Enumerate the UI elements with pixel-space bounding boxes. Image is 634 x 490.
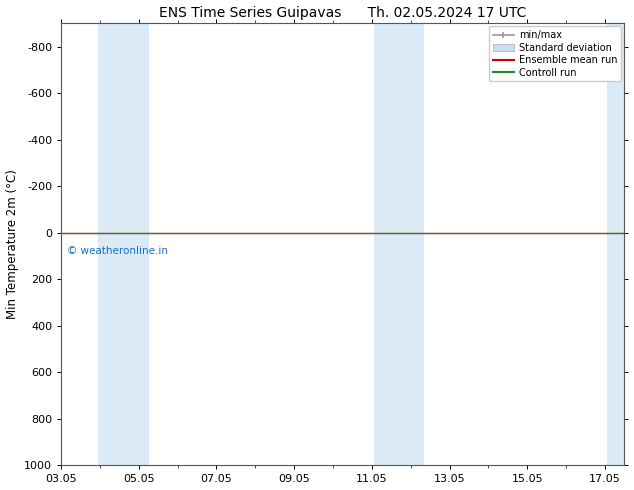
Bar: [121, 24, 148, 465]
Title: ENS Time Series Guipavas      Th. 02.05.2024 17 UTC: ENS Time Series Guipavas Th. 02.05.2024 …: [159, 5, 526, 20]
Bar: [607, 24, 624, 465]
Text: © weatheronline.in: © weatheronline.in: [67, 246, 168, 256]
Bar: [98, 24, 121, 465]
Bar: [397, 24, 424, 465]
Y-axis label: Min Temperature 2m (°C): Min Temperature 2m (°C): [6, 170, 18, 319]
Bar: [374, 24, 397, 465]
Legend: min/max, Standard deviation, Ensemble mean run, Controll run: min/max, Standard deviation, Ensemble me…: [489, 26, 621, 81]
